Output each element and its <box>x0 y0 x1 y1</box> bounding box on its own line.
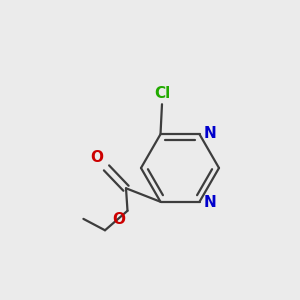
Text: O: O <box>90 151 103 166</box>
Text: N: N <box>203 195 216 210</box>
Text: N: N <box>203 126 216 141</box>
Text: Cl: Cl <box>154 85 170 100</box>
Text: O: O <box>112 212 125 227</box>
